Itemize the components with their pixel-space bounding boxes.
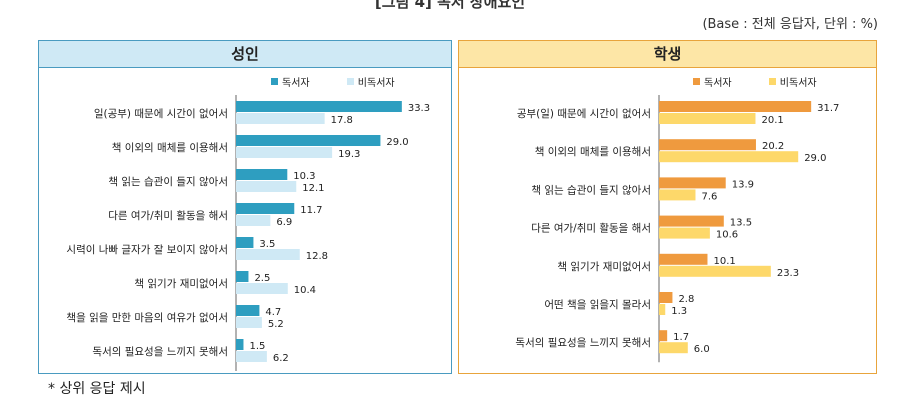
adult-reader-bar (236, 305, 260, 316)
adult-nonreader-value-label: 6.9 (276, 217, 292, 228)
student-reader-bar (659, 330, 668, 342)
adult-reader-bar (236, 135, 381, 146)
adult-reader-value-label: 1.5 (249, 341, 265, 352)
student-nonreader-bar (659, 304, 666, 315)
adult-legend-reader: 독서자 (271, 74, 310, 89)
adult-legend-reader-label: 독서자 (282, 78, 310, 89)
adult-bar-chart: 일(공부) 때문에 시간이 없어서 33.3 17.8 책 이외의 매체를 이용해서 2… (66, 95, 430, 371)
student-legend-reader-swatch (693, 78, 700, 85)
student-nonreader-value-label: 23.3 (777, 268, 799, 279)
student-category-label: 책 이외의 매체를 이용해서 (535, 145, 651, 158)
student-legend: 독서자 비독서자 (693, 74, 851, 89)
student-nonreader-bar (659, 265, 771, 277)
figure-title: [그림 4] 독서 장애요인 (374, 0, 526, 11)
adult-reader-value-label: 11.7 (300, 205, 322, 216)
adult-chart-panel: 성인 독서자 비독서자 일(공부) 때문에 시간이 없어서 33.3 17.8 책 이… (38, 40, 452, 374)
student-category-label: 공부(일) 때문에 시간이 없어서 (517, 107, 651, 120)
student-reader-value-label: 31.7 (817, 103, 839, 114)
adult-legend-nonreader-swatch (346, 78, 354, 85)
adult-legend-nonreader: 비독서자 (346, 74, 395, 89)
student-reader-bar (659, 139, 756, 151)
adult-reader-value-label: 29.0 (386, 137, 408, 148)
student-nonreader-bar (659, 151, 799, 163)
adult-nonreader-bar (236, 113, 325, 124)
student-legend-nonreader-label: 비독서자 (779, 78, 817, 89)
adult-category-label: 다른 여가/취미 활동을 해서 (108, 209, 228, 222)
student-legend-reader-label: 독서자 (704, 78, 732, 89)
student-reader-value-label: 13.5 (730, 218, 752, 229)
adult-legend-reader-swatch (271, 78, 278, 85)
student-legend-nonreader-swatch (768, 78, 776, 85)
adult-nonreader-bar (236, 351, 267, 362)
student-nonreader-value-label: 7.6 (701, 191, 717, 202)
footnote: * 상위 응답 제시 (48, 381, 146, 397)
adult-reader-bar (236, 203, 295, 214)
student-nonreader-bar (659, 227, 710, 239)
adult-nonreader-bar (236, 215, 271, 226)
student-nonreader-bar (659, 113, 756, 124)
adult-nonreader-bar (236, 249, 300, 260)
student-category-label: 어떤 책을 읽을지 몰라서 (544, 298, 651, 311)
student-reader-bar (659, 177, 726, 189)
adult-nonreader-value-label: 5.2 (268, 319, 284, 330)
student-reader-bar (659, 292, 673, 303)
student-chart-title: 학생 (459, 41, 876, 68)
adult-chart-title: 성인 (39, 41, 451, 68)
base-note: (Base : 전체 응답자, 단위 : %) (702, 17, 878, 32)
adult-reader-bar (236, 271, 249, 282)
adult-nonreader-value-label: 10.4 (294, 285, 316, 296)
adult-reader-value-label: 3.5 (259, 239, 275, 250)
adult-reader-value-label: 33.3 (408, 103, 430, 114)
student-reader-value-label: 13.9 (732, 179, 754, 190)
student-category-label: 책 읽기가 재미없어서 (557, 260, 651, 273)
adult-nonreader-bar (236, 283, 288, 294)
student-reader-bar (659, 101, 812, 112)
adult-category-label: 책을 읽을 만한 마음의 여유가 없어서 (66, 311, 228, 324)
student-nonreader-bar (659, 342, 688, 354)
adult-reader-value-label: 4.7 (265, 307, 281, 318)
student-legend-nonreader: 비독서자 (768, 74, 817, 89)
adult-reader-value-label: 10.3 (293, 171, 315, 182)
student-nonreader-bar (659, 189, 696, 201)
student-reader-value-label: 2.8 (678, 294, 694, 305)
student-category-label: 다른 여가/취미 활동을 해서 (531, 222, 651, 235)
student-category-label: 독서의 필요성을 느끼지 못해서 (515, 336, 651, 349)
adult-category-label: 책 읽는 습관이 들지 않아서 (108, 175, 228, 188)
student-bar-chart: 공부(일) 때문에 시간이 없어서 31.7 20.1 책 이외의 매체를 이용해서 2… (515, 95, 839, 363)
student-category-label: 책 읽는 습관이 들지 않아서 (531, 183, 651, 196)
student-reader-value-label: 20.2 (762, 141, 784, 152)
adult-legend: 독서자 비독서자 (271, 74, 429, 89)
adult-nonreader-value-label: 6.2 (273, 353, 289, 364)
adult-reader-bar (236, 101, 402, 112)
adult-category-label: 독서의 필요성을 느끼지 못해서 (92, 345, 228, 358)
student-chart-panel: 학생 독서자 비독서자 공부(일) 때문에 시간이 없어서 31.7 20.1 책 이… (458, 40, 877, 374)
student-reader-bar (659, 253, 708, 265)
student-nonreader-value-label: 6.0 (694, 344, 710, 355)
adult-nonreader-value-label: 12.1 (302, 183, 324, 194)
adult-reader-value-label: 2.5 (254, 273, 270, 284)
student-nonreader-value-label: 29.0 (804, 153, 826, 164)
student-nonreader-value-label: 1.3 (671, 306, 687, 317)
adult-nonreader-value-label: 19.3 (338, 149, 360, 160)
adult-category-label: 책 이외의 매체를 이용해서 (112, 141, 228, 154)
student-legend-reader: 독서자 (693, 74, 732, 89)
student-reader-value-label: 10.1 (713, 256, 735, 267)
student-nonreader-value-label: 10.6 (716, 230, 738, 241)
student-reader-value-label: 1.7 (673, 332, 689, 343)
adult-nonreader-value-label: 17.8 (331, 115, 353, 126)
student-nonreader-value-label: 20.1 (761, 115, 783, 126)
adult-nonreader-bar (236, 181, 297, 192)
student-reader-bar (659, 215, 724, 227)
adult-legend-nonreader-label: 비독서자 (357, 78, 395, 89)
adult-nonreader-bar (236, 317, 262, 328)
adult-reader-bar (236, 339, 244, 350)
adult-nonreader-value-label: 12.8 (306, 251, 328, 262)
adult-reader-bar (236, 237, 254, 248)
adult-category-label: 일(공부) 때문에 시간이 없어서 (94, 107, 228, 120)
adult-category-label: 시력이 나빠 글자가 잘 보이지 않아서 (66, 244, 228, 256)
adult-nonreader-bar (236, 147, 333, 158)
adult-reader-bar (236, 169, 288, 180)
adult-category-label: 책 읽기가 재미없어서 (134, 277, 228, 290)
